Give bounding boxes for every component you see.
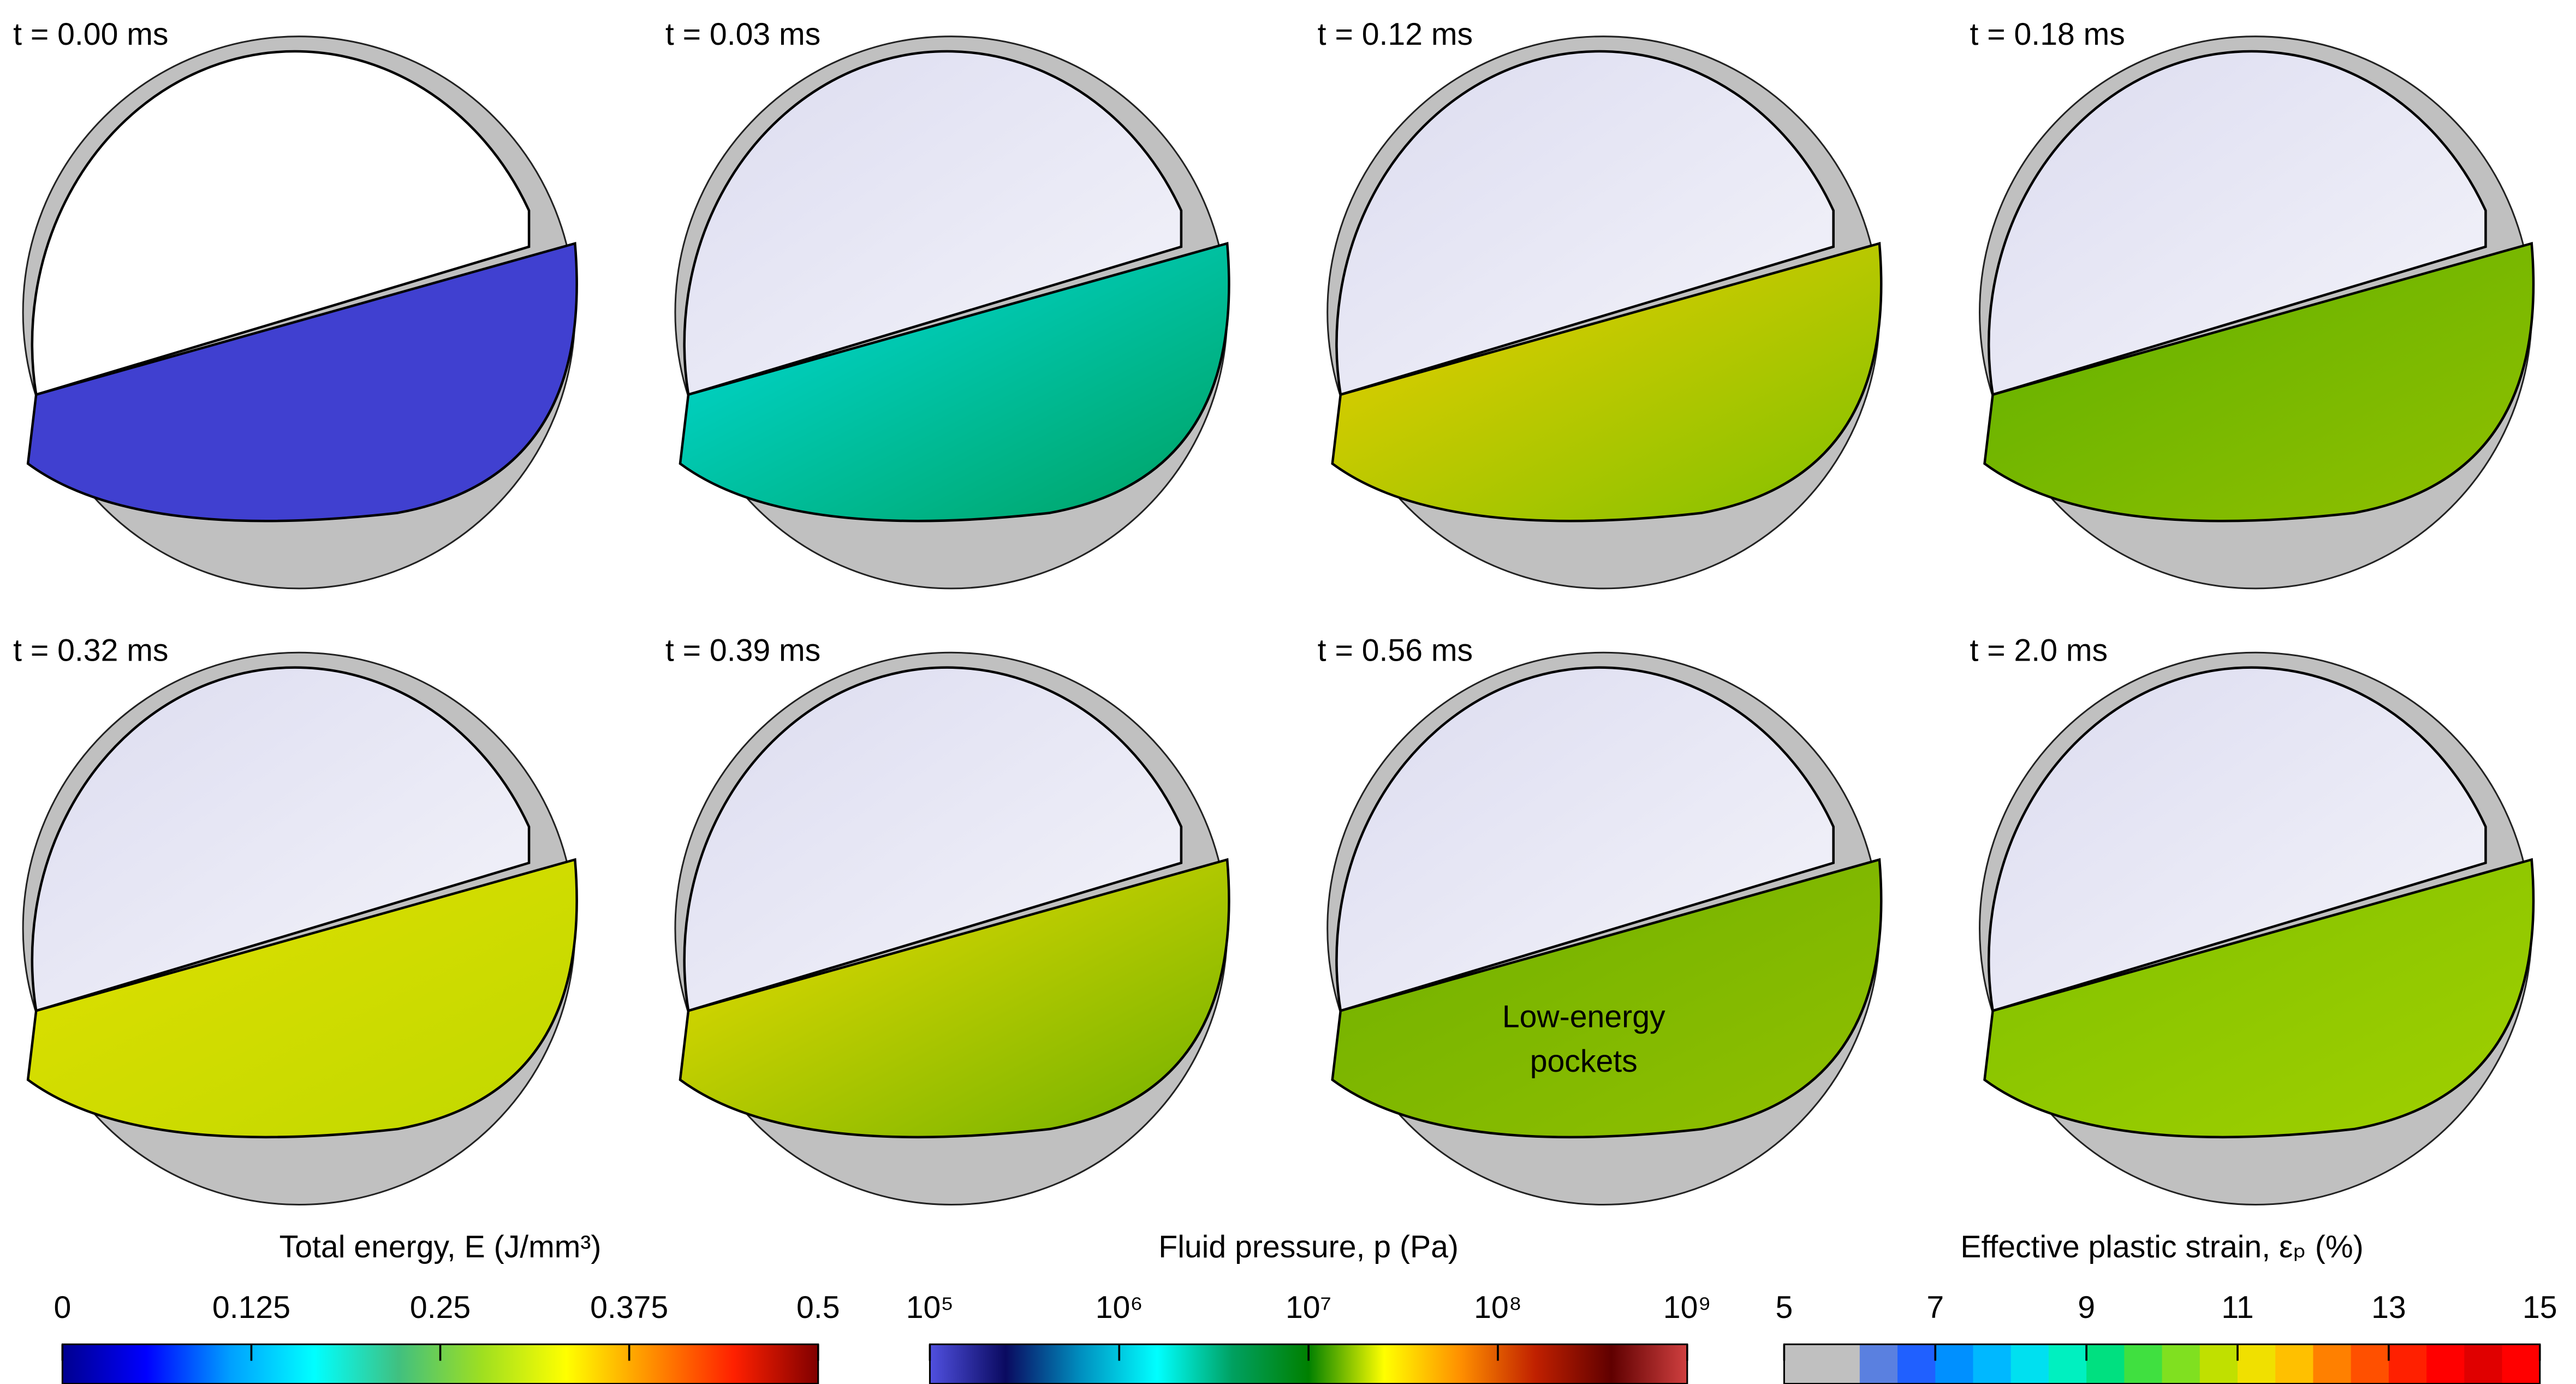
colorbar-tick-label: 10⁵ <box>906 1290 954 1325</box>
colorbar-bin <box>2426 1344 2465 1384</box>
colorbar-bin <box>1897 1344 1936 1384</box>
colorbar-tick-label: 11 <box>2221 1290 2253 1325</box>
colorbar-tick-label: 10⁶ <box>1096 1290 1143 1325</box>
time-label: t = 0.56 ms <box>1318 633 1473 668</box>
colorbar-bin <box>2124 1344 2163 1384</box>
cut-plane <box>1983 858 2535 1139</box>
colorbar-bin <box>2162 1344 2200 1384</box>
cut-plane <box>679 241 1230 522</box>
colorbar-bin <box>2010 1344 2049 1384</box>
colorbar-tick-label: 10⁹ <box>1663 1290 1711 1325</box>
colorbar-tick-label: 0.25 <box>410 1290 471 1325</box>
cut-section <box>1988 50 2487 396</box>
cut-plane <box>1331 858 1883 1139</box>
panel: t = 0.00 ms <box>13 17 578 590</box>
colorbar-tick-label: 0.375 <box>590 1290 668 1325</box>
colorbar-bin <box>1973 1344 2012 1384</box>
cut-plane <box>1331 241 1883 522</box>
colorbar-title: Fluid pressure, p (Pa) <box>1158 1229 1459 1264</box>
colorbar-bin <box>1784 1344 1823 1384</box>
cut-section <box>683 50 1183 396</box>
colorbar-tick-label: 9 <box>2078 1290 2095 1325</box>
colorbar-bin <box>2388 1344 2428 1384</box>
panel: t = 0.03 ms <box>665 17 1230 590</box>
colorbar-bin <box>2199 1344 2238 1384</box>
cut-section <box>31 50 531 396</box>
panel: t = 0.18 ms <box>1970 17 2535 590</box>
colorbar-tick-label: 0 <box>53 1290 71 1325</box>
cut-section <box>31 666 531 1013</box>
panel: t = 0.12 ms <box>1318 17 1883 590</box>
time-label: t = 0.39 ms <box>665 633 820 668</box>
annotation: Low-energy <box>1502 1000 1665 1035</box>
colorbar-tick-label: 7 <box>1926 1290 1944 1325</box>
cut-section <box>1335 50 1835 396</box>
cut-section <box>1335 666 1835 1013</box>
annotation: pockets <box>1530 1044 1638 1079</box>
panel: t = 0.32 ms <box>13 633 578 1205</box>
colorbar-tick-label: 5 <box>1775 1290 1793 1325</box>
cut-section <box>683 666 1183 1013</box>
colorbar-tick-label: 15 <box>2523 1290 2557 1325</box>
colorbar-bin <box>2351 1344 2389 1384</box>
colorbar-bin <box>1935 1344 1974 1384</box>
panel: t = 2.0 ms <box>1970 633 2535 1205</box>
colorbar-title: Total energy, E (J/mm³) <box>279 1229 602 1264</box>
colorbar-title: Effective plastic strain, εₚ (%) <box>1960 1229 2363 1264</box>
cut-plane <box>26 241 578 522</box>
panel: t = 0.39 ms <box>665 633 1230 1205</box>
colorbar-tick-label: 0.125 <box>212 1290 290 1325</box>
colorbar-tick-label: 0.5 <box>796 1290 840 1325</box>
colorbar-bin <box>1822 1344 1860 1384</box>
colorbar-bin <box>2238 1344 2276 1384</box>
panel: t = 0.56 ms <box>1318 633 1883 1205</box>
colorbar-bin <box>1859 1344 1898 1384</box>
time-label: t = 0.00 ms <box>13 17 168 52</box>
time-label: t = 2.0 ms <box>1970 633 2108 668</box>
time-label: t = 0.12 ms <box>1318 17 1473 52</box>
cut-plane <box>26 858 578 1139</box>
colorbar-bin <box>2086 1344 2125 1384</box>
colorbar-bin <box>2502 1344 2541 1384</box>
cut-plane <box>679 858 1230 1139</box>
colorbar-bin <box>2048 1344 2087 1384</box>
colorbar-bin <box>2275 1344 2314 1384</box>
colorbar-bin <box>2313 1344 2352 1384</box>
time-label: t = 0.32 ms <box>13 633 168 668</box>
colorbar-tick-label: 10⁸ <box>1474 1290 1522 1325</box>
colorbar-tick-label: 10⁷ <box>1286 1290 1331 1325</box>
time-label: t = 0.03 ms <box>665 17 820 52</box>
cut-plane <box>1983 241 2535 522</box>
time-label: t = 0.18 ms <box>1970 17 2125 52</box>
colorbar-tick-label: 13 <box>2371 1290 2406 1325</box>
colorbar-bin <box>2464 1344 2503 1384</box>
cut-section <box>1988 666 2487 1013</box>
